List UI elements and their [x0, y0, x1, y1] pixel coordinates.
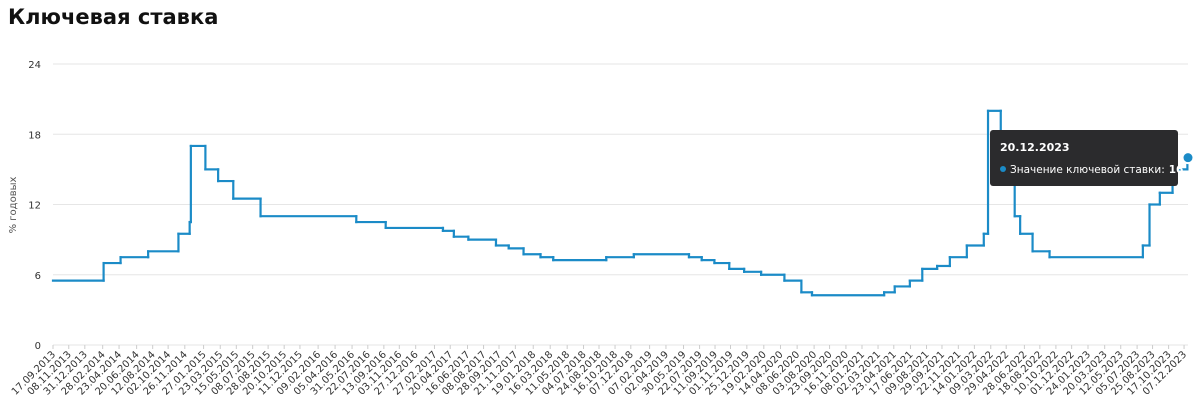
- y-tick-label: 18: [28, 130, 41, 141]
- y-tick-label: 0: [35, 341, 41, 352]
- tooltip-label: Значение ключевой ставки:: [1010, 164, 1165, 176]
- tooltip-number: 16: [1169, 164, 1184, 176]
- y-tick-label: 24: [28, 60, 41, 71]
- tooltip-marker: [1000, 166, 1006, 172]
- tooltip-box: [990, 130, 1178, 186]
- tooltip-date: 20.12.2023: [1000, 141, 1070, 154]
- tooltip-value: Значение ключевой ставки: 16: [1010, 164, 1183, 176]
- y-tick-label: 6: [35, 271, 41, 282]
- hover-point: [1181, 151, 1195, 165]
- y-axis-label: % годовых: [8, 177, 19, 234]
- y-tick-label: 12: [28, 201, 41, 212]
- chart-title: Ключевая ставка: [8, 5, 218, 29]
